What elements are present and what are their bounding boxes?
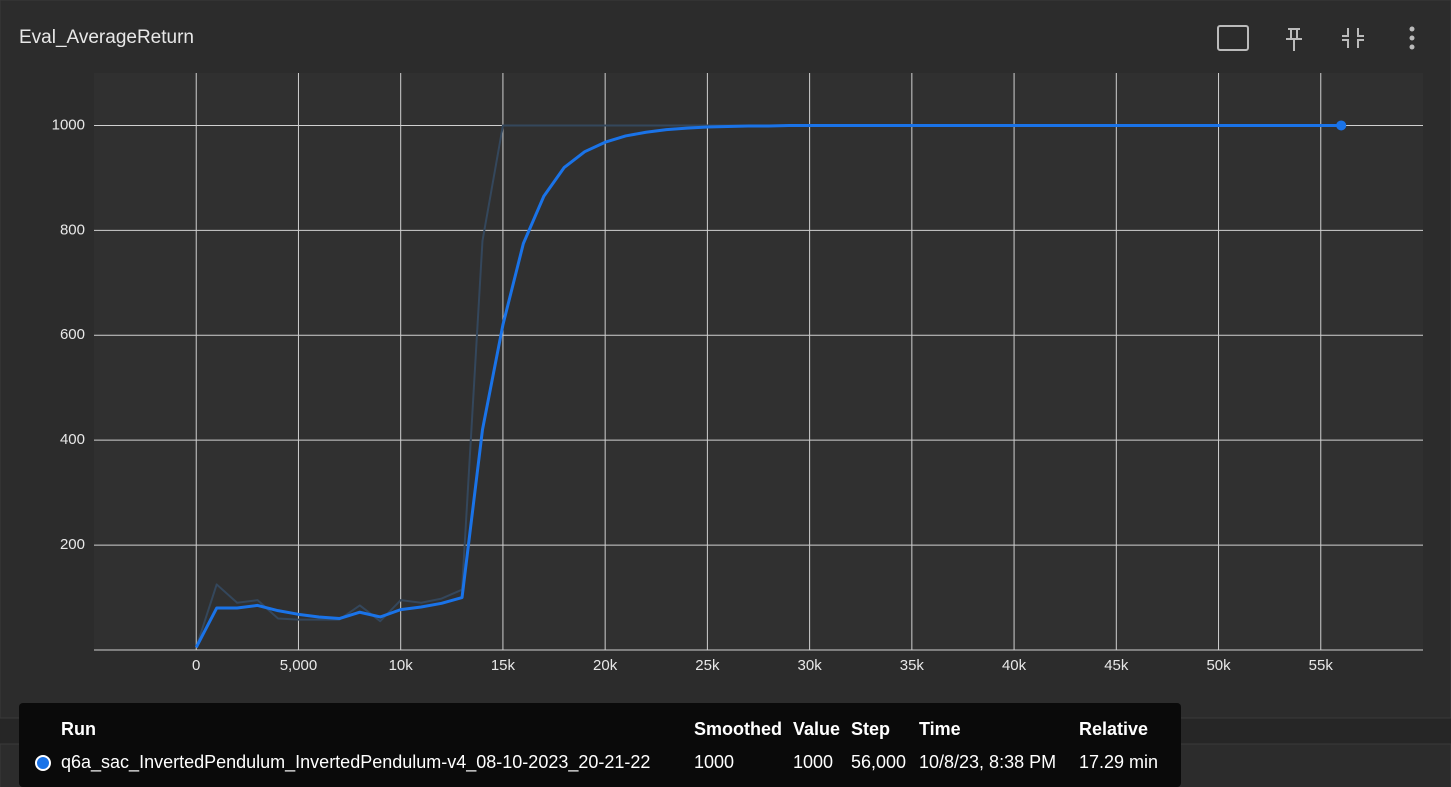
x-tick-label: 20k (593, 657, 618, 674)
x-tick-label: 55k (1309, 657, 1334, 674)
y-tick-label: 400 (60, 431, 85, 448)
x-tick-label: 40k (1002, 657, 1027, 674)
x-tick-label: 5,000 (280, 657, 318, 674)
cell: 17.29 min (1079, 752, 1159, 772)
cell: q6a_sac_InvertedPendulum_InvertedPendulu… (61, 752, 651, 772)
cell: 1000 (793, 752, 834, 772)
tooltip: Run Smoothed Value Step Time Relative q6… (19, 703, 1181, 787)
y-tick-label: 600 (60, 326, 85, 343)
line (194, 123, 1342, 649)
y-tick-label: 800 (60, 221, 85, 238)
x-tick-label: 30k (798, 657, 823, 674)
run-dot (35, 755, 51, 771)
cell: 56,000 (851, 752, 907, 772)
x-tick-label: 45k (1104, 657, 1129, 674)
x-tick-label: 25k (695, 657, 720, 674)
x-tick-label: 35k (900, 657, 925, 674)
last-point (1336, 120, 1347, 131)
cell: 1000 (694, 752, 735, 772)
y-tick-label: 200 (60, 536, 85, 553)
collapse-button[interactable] (1342, 28, 1364, 48)
x-tick-label: 50k (1206, 657, 1231, 674)
header: Value (793, 719, 841, 739)
cell: 10/8/23, 8:38 PM (919, 752, 1057, 772)
fit-button[interactable] (1217, 25, 1249, 51)
x-tick-label: 0 (192, 657, 200, 674)
menu-button[interactable] (1409, 26, 1415, 50)
header: Time (919, 719, 961, 739)
pin-button[interactable] (1286, 28, 1302, 51)
toolbar[interactable] (1217, 25, 1364, 51)
plot-area (94, 73, 1423, 650)
header: Relative (1079, 719, 1149, 739)
header: Step (851, 719, 891, 739)
header: Smoothed (694, 719, 782, 739)
header: Run (61, 719, 96, 739)
x-tick-label: 10k (389, 657, 414, 674)
chart-title: Eval_AverageReturn (19, 27, 194, 48)
x-tick-label: 15k (491, 657, 516, 674)
y-tick-label: 1000 (52, 116, 85, 133)
